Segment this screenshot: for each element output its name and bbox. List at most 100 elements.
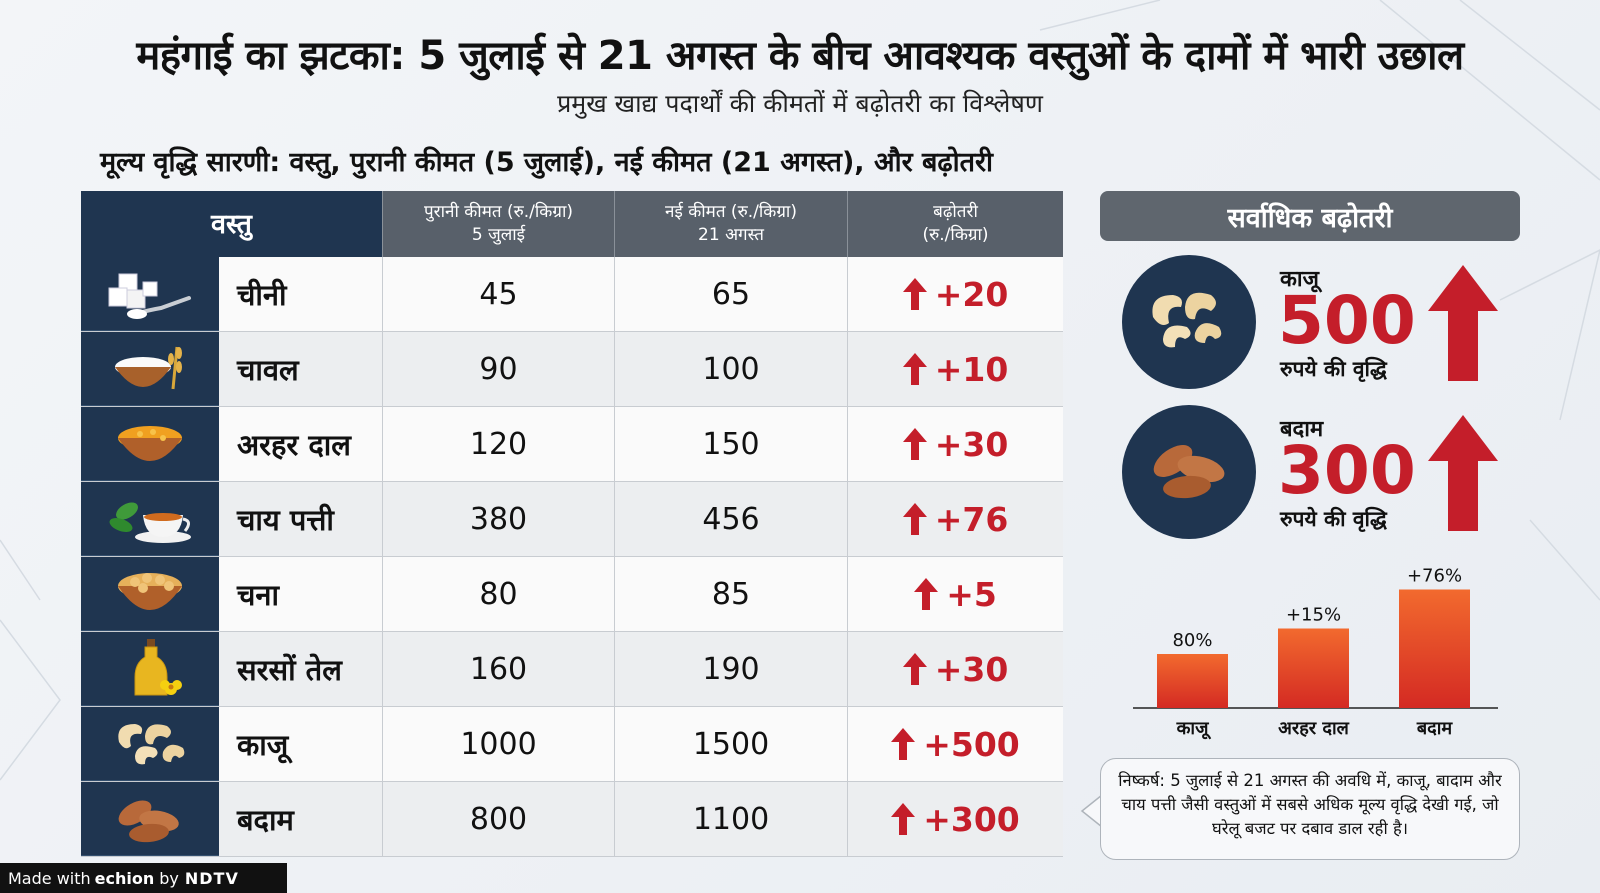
increase-value: +30 xyxy=(934,424,1009,464)
page-subtitle: प्रमुख खाद्य पदार्थों की कीमतों में बढ़ो… xyxy=(557,89,1043,118)
old-price: 380 xyxy=(383,482,615,556)
item-name: चीनी xyxy=(219,257,383,331)
increase-value: +500 xyxy=(923,724,1020,764)
header-increase: बढ़ोतरी (रु./किग्रा) xyxy=(848,191,1063,257)
new-price: 190 xyxy=(615,632,848,706)
item-name: चावल xyxy=(219,332,383,406)
echion-logo: echion xyxy=(94,868,155,888)
page-title: महंगाई का झटका: 5 जुलाई से 21 अगस्त के ब… xyxy=(136,33,1464,79)
table-row: अरहर दाल 120 150 +30 xyxy=(81,407,1063,482)
header-inc-line1: बढ़ोतरी xyxy=(933,202,978,222)
increase: +300 xyxy=(848,782,1063,856)
sugar-icon xyxy=(81,257,219,331)
highlight-item-name: काजू xyxy=(1280,267,1319,292)
highlight-text: रुपये की वृद्धि xyxy=(1280,507,1387,531)
increase: +30 xyxy=(848,632,1063,706)
up-arrow-icon xyxy=(902,278,927,310)
up-arrow-icon xyxy=(914,578,939,610)
header-item: वस्तु xyxy=(81,191,383,257)
table-row: चावल 90 100 +10 xyxy=(81,332,1063,407)
header-new-price: नई कीमत (रु./किग्रा) 21 अगस्त xyxy=(615,191,848,257)
cashew-icon xyxy=(1122,255,1256,389)
increase: +76 xyxy=(848,482,1063,556)
ndtv-logo: NDTV xyxy=(184,868,239,888)
table-row: चना 80 85 +5 xyxy=(81,557,1063,632)
bar-data-label: +15% xyxy=(1286,605,1341,626)
tea-icon xyxy=(81,482,219,556)
item-name: काजू xyxy=(219,707,383,781)
almond-icon xyxy=(1122,405,1256,539)
item-name: चाय पत्ती xyxy=(219,482,383,556)
increase: +10 xyxy=(848,332,1063,406)
new-price: 456 xyxy=(615,482,848,556)
highest-increase-header: सर्वाधिक बढ़ोतरी xyxy=(1100,191,1520,241)
increase: +30 xyxy=(848,407,1063,481)
up-arrow-icon xyxy=(891,728,916,760)
highlight-cashew: काजू 500 रुपये की वृद्धि xyxy=(1122,255,1522,395)
header-old-line2: 5 जुलाई xyxy=(471,225,526,245)
header-inc-line2: (रु./किग्रा) xyxy=(922,225,989,245)
up-arrow-icon xyxy=(1428,415,1498,531)
header-new-line1: नई कीमत (रु./किग्रा) xyxy=(665,202,797,222)
increase: +500 xyxy=(848,707,1063,781)
old-price: 90 xyxy=(383,332,615,406)
old-price: 45 xyxy=(383,257,615,331)
up-arrow-icon xyxy=(902,428,927,460)
new-price: 1500 xyxy=(615,707,848,781)
made-with-label: Made with xyxy=(8,868,91,888)
old-price: 160 xyxy=(383,632,615,706)
highlight-almond: बदाम 300 रुपये की वृद्धि xyxy=(1122,405,1522,545)
rice-icon xyxy=(81,332,219,406)
increase-bar-chart: 80% काजू +15% अरहर दाल +76% बदाम xyxy=(1133,566,1498,740)
bar-data-label: +76% xyxy=(1407,566,1462,587)
item-name: बदाम xyxy=(219,782,383,856)
highlight-text: रुपये की वृद्धि xyxy=(1280,357,1387,381)
up-arrow-icon xyxy=(1428,265,1498,381)
bar-data-label: 80% xyxy=(1172,630,1212,651)
chickpea-icon xyxy=(81,557,219,631)
made-with-badge[interactable]: Made with echion by NDTV xyxy=(0,863,287,893)
table-row: बदाम 800 1100 +300 xyxy=(81,782,1063,857)
header-old-line1: पुरानी कीमत (रु./किग्रा) xyxy=(424,202,573,222)
up-arrow-icon xyxy=(902,353,927,385)
table-heading: मूल्य वृद्धि सारणी: वस्तु, पुरानी कीमत (… xyxy=(100,147,994,178)
new-price: 85 xyxy=(615,557,848,631)
old-price: 80 xyxy=(383,557,615,631)
header-new-line2: 21 अगस्त xyxy=(698,225,764,245)
increase-value: +76 xyxy=(934,499,1009,539)
new-price: 100 xyxy=(615,332,848,406)
increase: +5 xyxy=(848,557,1063,631)
header-old-price: पुरानी कीमत (रु./किग्रा) 5 जुलाई xyxy=(383,191,615,257)
bar-category-label: अरहर दाल xyxy=(1278,718,1350,739)
item-name: अरहर दाल xyxy=(219,407,383,481)
item-name: चना xyxy=(219,557,383,631)
new-price: 65 xyxy=(615,257,848,331)
price-table: वस्तु पुरानी कीमत (रु./किग्रा) 5 जुलाई न… xyxy=(81,191,1063,857)
bar-0 xyxy=(1157,654,1228,708)
highlight-value: 500 xyxy=(1278,282,1416,359)
increase-value: +10 xyxy=(934,349,1009,389)
up-arrow-icon xyxy=(891,803,916,835)
item-name: सरसों तेल xyxy=(219,632,383,706)
bar-2 xyxy=(1399,589,1470,708)
old-price: 1000 xyxy=(383,707,615,781)
increase-value: +20 xyxy=(934,274,1009,314)
bar-1 xyxy=(1278,628,1349,708)
mustard-oil-icon xyxy=(81,632,219,706)
old-price: 800 xyxy=(383,782,615,856)
increase-value: +30 xyxy=(934,649,1009,689)
highlight-value: 300 xyxy=(1278,432,1416,509)
highlight-item-name: बदाम xyxy=(1280,417,1324,442)
table-row: काजू 1000 1500 +500 xyxy=(81,707,1063,782)
increase-value: +5 xyxy=(946,574,997,614)
increase: +20 xyxy=(848,257,1063,331)
cashew-icon xyxy=(81,707,219,781)
up-arrow-icon xyxy=(902,503,927,535)
by-label: by xyxy=(159,868,179,888)
table-row: चाय पत्ती 380 456 +76 xyxy=(81,482,1063,557)
table-header-row: वस्तु पुरानी कीमत (रु./किग्रा) 5 जुलाई न… xyxy=(81,191,1063,257)
table-row: चीनी 45 65 +20 xyxy=(81,257,1063,332)
new-price: 1100 xyxy=(615,782,848,856)
almond-icon xyxy=(81,782,219,856)
